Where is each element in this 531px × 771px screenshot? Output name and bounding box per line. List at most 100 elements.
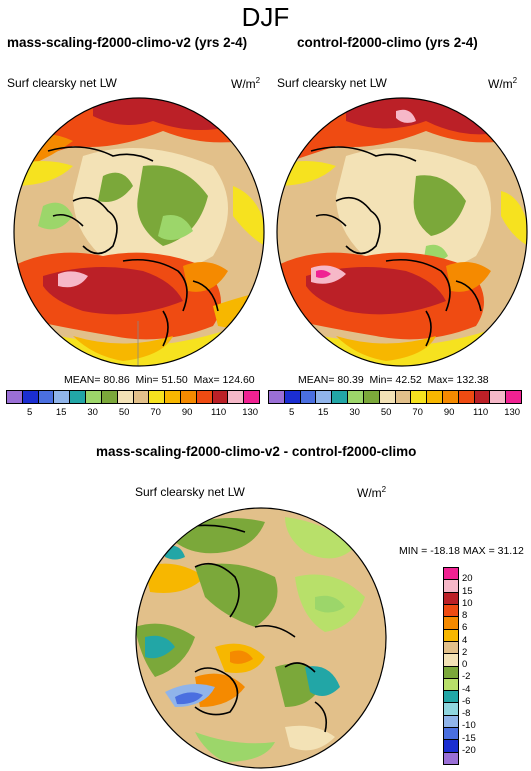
colorbar-swatch <box>228 391 245 403</box>
colorbar-label: 90 <box>181 407 193 418</box>
colorbar-swatch <box>444 604 458 618</box>
colorbar-swatch <box>54 391 71 403</box>
colorbar-label: -6 <box>462 695 471 707</box>
colorbar-label: 15 <box>55 407 67 418</box>
panel1-colorbar <box>6 390 260 404</box>
colorbar-swatch <box>348 391 364 403</box>
colorbar-swatch <box>70 391 87 403</box>
colorbar-label: 130 <box>504 407 521 418</box>
colorbar-label: 2 <box>462 646 468 658</box>
colorbar-label: 15 <box>462 585 473 597</box>
diff-stats: MIN = -18.18 MAX = 31.12 <box>399 545 524 557</box>
panel2-colorbar-labels: 5 15 30 50 70 90 110 130 <box>268 407 520 419</box>
colorbar-label: 10 <box>462 597 473 609</box>
colorbar-swatch <box>300 391 317 403</box>
colorbar-label: 50 <box>380 407 392 418</box>
colorbar-swatch <box>490 391 507 403</box>
colorbar-swatch <box>444 703 458 716</box>
colorbar-label: 20 <box>462 573 473 585</box>
colorbar-label: 5 <box>26 407 33 418</box>
panel1-colorbar-labels: 5 15 30 50 70 90 110 130 <box>6 407 258 419</box>
colorbar-label: -10 <box>462 720 476 732</box>
panel1-units: W/m2 <box>231 76 261 91</box>
colorbar-label: 4 <box>462 634 468 646</box>
colorbar-swatch <box>444 654 458 667</box>
colorbar-label: 90 <box>443 407 455 418</box>
panel2-stats: MEAN= 80.39 Min= 42.52 Max= 132.38 <box>298 374 489 386</box>
diff-variable-label: Surf clearsky net LW <box>135 485 245 499</box>
colorbar-swatch <box>474 391 491 403</box>
colorbar-swatch <box>332 391 349 403</box>
colorbar-swatch <box>444 678 458 692</box>
colorbar-swatch <box>101 391 118 403</box>
colorbar-swatch <box>133 391 150 403</box>
panel2-units: W/m2 <box>488 76 518 91</box>
colorbar-label: 30 <box>87 407 98 418</box>
colorbar-swatch <box>269 391 285 403</box>
diff-colorbar-labels: 20 15 10 8 6 4 2 0 -2 -4 -6 -8 -10 -15 -20 <box>462 567 502 763</box>
colorbar-label: 15 <box>317 407 329 418</box>
diff-panel-title: mass-scaling-f2000-climo-v2 - control-f2… <box>96 444 417 459</box>
panel1-map <box>13 97 265 367</box>
colorbar-swatch <box>363 391 380 403</box>
panel2-colorbar <box>268 390 522 404</box>
colorbar-swatch <box>316 391 333 403</box>
colorbar-swatch <box>117 391 134 403</box>
diff-colorbar <box>443 567 459 765</box>
colorbar-label: 110 <box>211 407 227 418</box>
colorbar-swatch <box>284 391 301 403</box>
figure-title: DJF <box>241 2 290 32</box>
diff-map <box>135 507 387 769</box>
colorbar-swatch <box>180 391 197 403</box>
colorbar-swatch <box>444 629 458 642</box>
colorbar-swatch <box>444 568 458 581</box>
colorbar-swatch <box>444 641 458 655</box>
colorbar-label: 0 <box>462 659 468 670</box>
colorbar-label: -15 <box>462 732 476 744</box>
colorbar-swatch <box>458 391 475 403</box>
colorbar-label: -4 <box>462 683 471 695</box>
colorbar-label: 50 <box>118 407 130 418</box>
colorbar-swatch <box>38 391 55 403</box>
colorbar-swatch <box>212 391 229 403</box>
colorbar-swatch <box>86 391 102 403</box>
colorbar-swatch <box>379 391 396 403</box>
panel1-variable-label: Surf clearsky net LW <box>7 76 117 90</box>
colorbar-label: -2 <box>462 671 471 683</box>
colorbar-swatch <box>444 728 458 741</box>
panel2-variable-label: Surf clearsky net LW <box>277 76 387 90</box>
colorbar-label: -20 <box>462 744 476 756</box>
diff-units: W/m2 <box>357 485 387 500</box>
colorbar-swatch <box>442 391 459 403</box>
colorbar-swatch <box>506 391 521 403</box>
colorbar-label: 8 <box>462 610 468 621</box>
panel2-title: control-f2000-climo (yrs 2-4) <box>297 35 478 50</box>
colorbar-swatch <box>444 752 458 764</box>
panel2-map <box>276 97 528 367</box>
colorbar-swatch <box>22 391 39 403</box>
colorbar-label: 130 <box>242 407 259 418</box>
colorbar-swatch <box>149 391 166 403</box>
colorbar-label: 70 <box>150 407 161 418</box>
panel1-stats: MEAN= 80.86 Min= 51.50 Max= 124.60 <box>64 374 255 386</box>
colorbar-label: 70 <box>412 407 423 418</box>
colorbar-swatch <box>196 391 213 403</box>
colorbar-swatch <box>444 691 458 704</box>
colorbar-swatch <box>427 391 443 403</box>
colorbar-label: 6 <box>462 622 468 634</box>
colorbar-swatch <box>165 391 181 403</box>
colorbar-label: 110 <box>473 407 489 418</box>
colorbar-swatch <box>244 391 259 403</box>
colorbar-swatch <box>444 592 458 605</box>
colorbar-label: 30 <box>349 407 360 418</box>
colorbar-swatch <box>7 391 23 403</box>
colorbar-label: -8 <box>462 708 471 719</box>
panel1-title: mass-scaling-f2000-climo-v2 (yrs 2-4) <box>7 35 248 50</box>
colorbar-label: 5 <box>288 407 295 418</box>
colorbar-swatch <box>444 740 458 753</box>
colorbar-swatch <box>444 617 458 630</box>
colorbar-swatch <box>444 580 458 593</box>
colorbar-swatch <box>411 391 428 403</box>
colorbar-swatch <box>444 715 458 729</box>
colorbar-swatch <box>395 391 412 403</box>
